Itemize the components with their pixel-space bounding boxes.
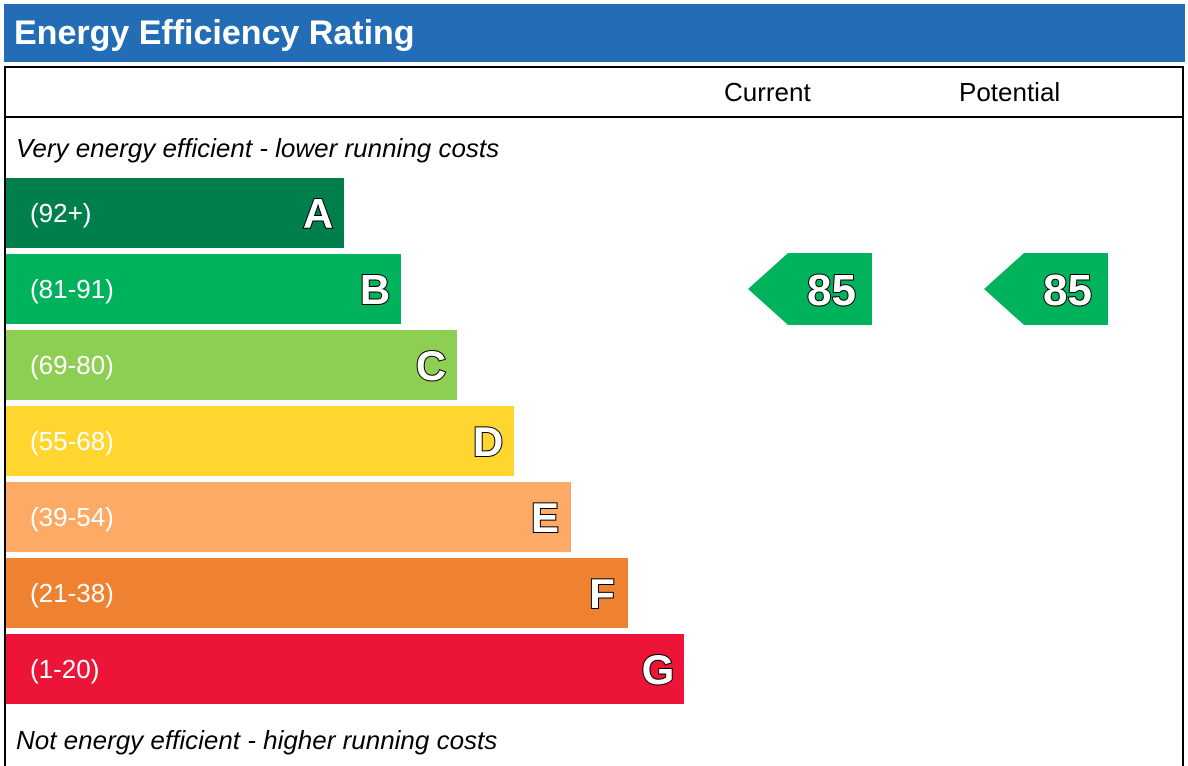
- potential-rating-arrow: [984, 253, 1108, 325]
- band-letter: A: [303, 190, 333, 237]
- band-e: (39-54) E: [6, 482, 571, 552]
- band-g: (1-20) G: [6, 634, 684, 704]
- band-letter: E: [531, 494, 559, 541]
- band-range-label: (69-80): [30, 350, 114, 380]
- chart-title: Energy Efficiency Rating: [14, 14, 415, 52]
- caption-inefficient: Not energy efficient - higher running co…: [16, 725, 498, 755]
- band-letter: C: [416, 342, 446, 389]
- chart-header: Energy Efficiency Rating: [4, 4, 1185, 62]
- band-d: (55-68) D: [6, 406, 514, 476]
- current-rating-indicator: 85: [748, 253, 872, 325]
- chart-frame: [4, 66, 1184, 766]
- band-range-label: (39-54): [30, 502, 114, 532]
- band-range-label: (81-91): [30, 274, 114, 304]
- band-a: (92+) A: [6, 178, 344, 248]
- band-range-label: (1-20): [30, 654, 100, 684]
- header-divider: [4, 116, 1184, 118]
- band-letter: G: [642, 646, 675, 693]
- band-letter: F: [589, 570, 615, 617]
- band-range-label: (92+): [30, 198, 92, 228]
- current-rating-value: 85: [807, 266, 856, 315]
- column-header-current: Current: [724, 77, 811, 107]
- band-b: (81-91) B: [6, 254, 401, 324]
- band-range-label: (55-68): [30, 426, 114, 456]
- band-letter: D: [473, 418, 503, 465]
- caption-efficient: Very energy efficient - lower running co…: [16, 133, 500, 163]
- band-letter: B: [360, 266, 390, 313]
- current-rating-arrow: [748, 253, 872, 325]
- band-f: (21-38) F: [6, 558, 628, 628]
- band-range-label: (21-38): [30, 578, 114, 608]
- band-c: (69-80) C: [6, 330, 457, 400]
- potential-rating-indicator: 85: [984, 253, 1108, 325]
- column-header-potential: Potential: [959, 77, 1061, 107]
- potential-rating-value: 85: [1043, 266, 1092, 315]
